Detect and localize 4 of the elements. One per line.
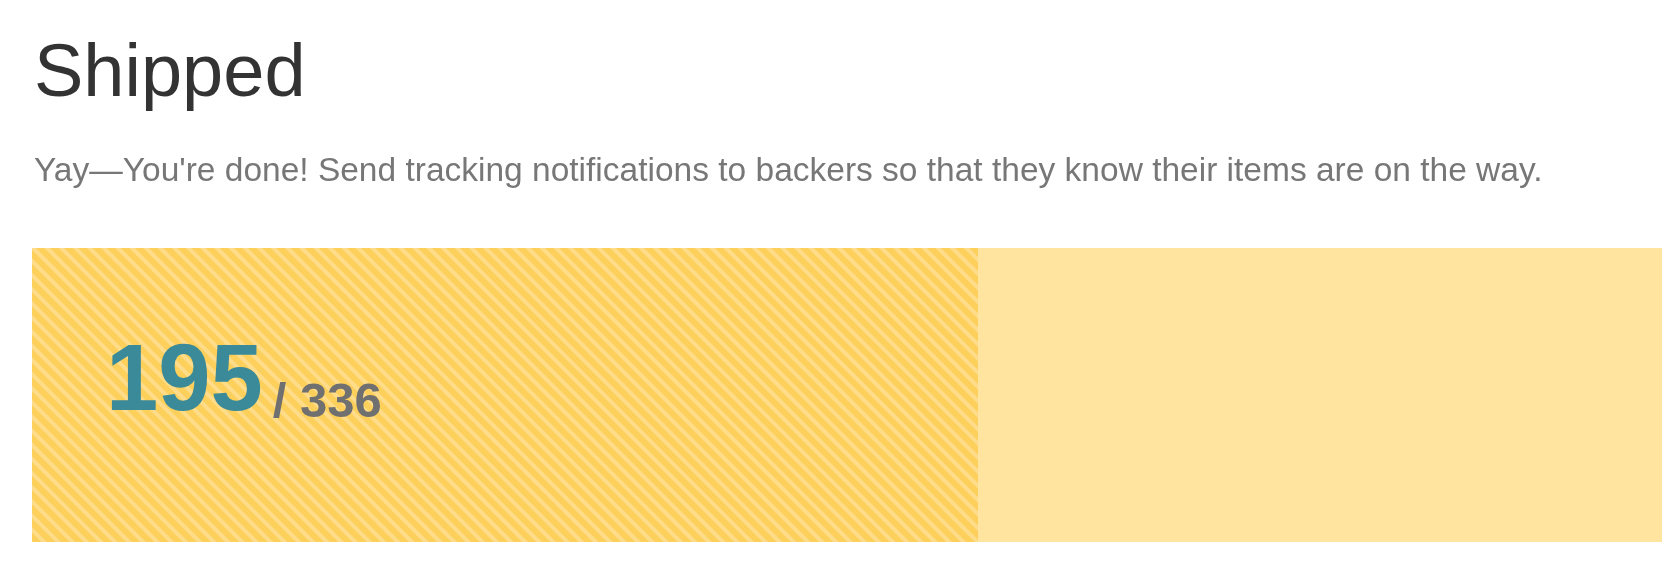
chart-subtitle: Yay—You're done! Send tracking notifications to backers so that they know their items are on the way. bbox=[34, 150, 1543, 188]
total-label: / 336 bbox=[272, 372, 382, 427]
chart-title: Shipped bbox=[34, 28, 306, 112]
data-label: 195 bbox=[106, 324, 263, 430]
